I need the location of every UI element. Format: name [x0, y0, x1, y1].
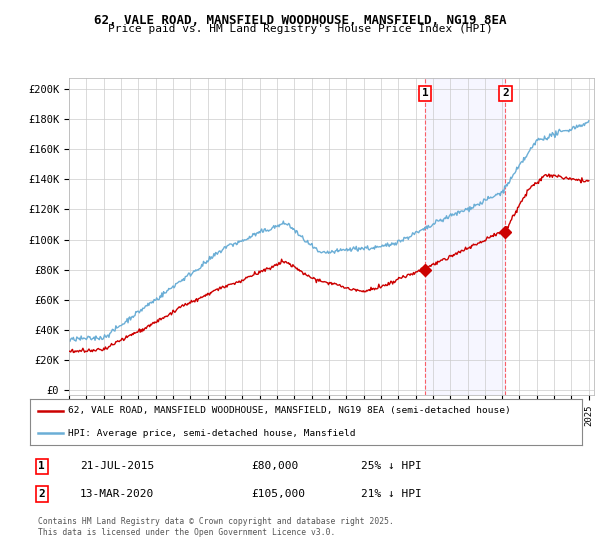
Text: 25% ↓ HPI: 25% ↓ HPI	[361, 461, 422, 472]
Text: 13-MAR-2020: 13-MAR-2020	[80, 489, 154, 499]
Text: 2: 2	[38, 489, 45, 499]
Text: 21% ↓ HPI: 21% ↓ HPI	[361, 489, 422, 499]
Text: 1: 1	[422, 88, 428, 99]
Text: 62, VALE ROAD, MANSFIELD WOODHOUSE, MANSFIELD, NG19 8EA: 62, VALE ROAD, MANSFIELD WOODHOUSE, MANS…	[94, 14, 506, 27]
Text: 1: 1	[38, 461, 45, 472]
Text: Price paid vs. HM Land Registry's House Price Index (HPI): Price paid vs. HM Land Registry's House …	[107, 24, 493, 34]
Text: Contains HM Land Registry data © Crown copyright and database right 2025.
This d: Contains HM Land Registry data © Crown c…	[38, 517, 394, 537]
Text: 62, VALE ROAD, MANSFIELD WOODHOUSE, MANSFIELD, NG19 8EA (semi-detached house): 62, VALE ROAD, MANSFIELD WOODHOUSE, MANS…	[68, 407, 510, 416]
Text: 21-JUL-2015: 21-JUL-2015	[80, 461, 154, 472]
Bar	[425, 78, 505, 395]
Text: 2: 2	[502, 88, 509, 99]
Text: £80,000: £80,000	[251, 461, 298, 472]
Text: HPI: Average price, semi-detached house, Mansfield: HPI: Average price, semi-detached house,…	[68, 428, 355, 437]
Text: £105,000: £105,000	[251, 489, 305, 499]
